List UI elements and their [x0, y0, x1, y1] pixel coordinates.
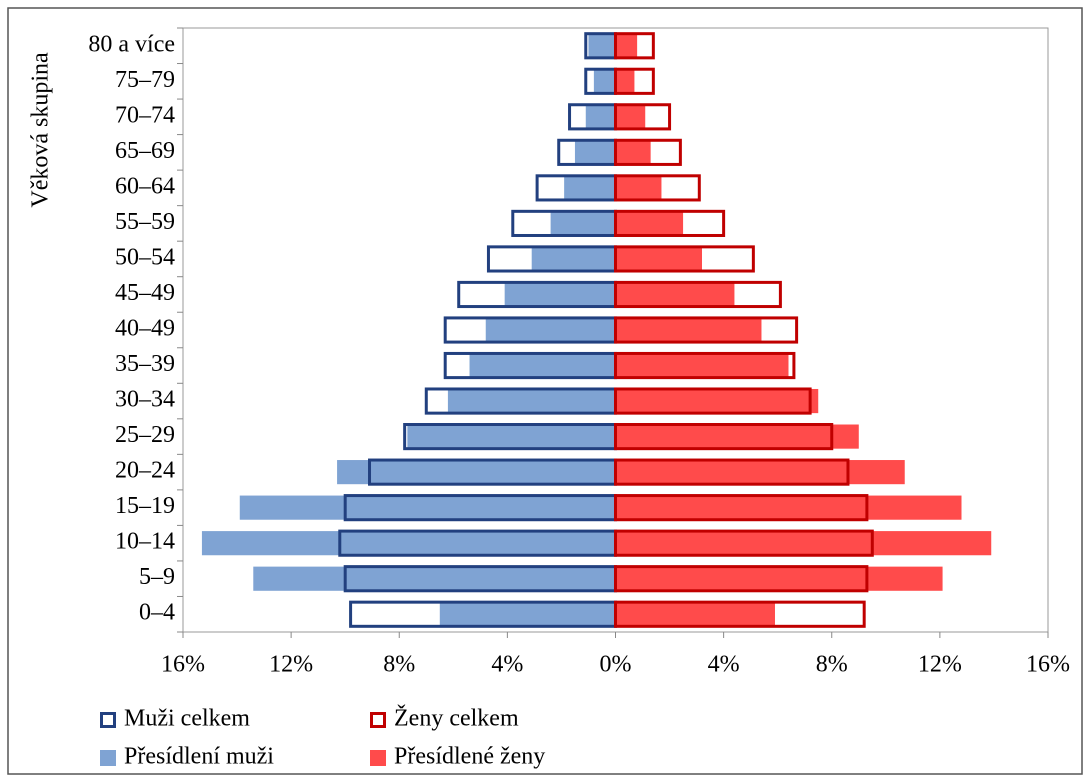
bar-outline: [614, 32, 655, 60]
x-tick-label: 0%: [600, 652, 632, 678]
bar: [615, 424, 859, 449]
y-tick-label: 75–79: [115, 67, 175, 93]
bar: [615, 495, 962, 520]
bar: [469, 353, 616, 378]
bar: [615, 317, 762, 343]
bar: [593, 69, 616, 94]
legend-swatch: [100, 712, 116, 728]
bar-outline: [614, 529, 874, 557]
bar-outline: [614, 174, 701, 202]
bar: [550, 211, 616, 236]
bar: [615, 566, 943, 591]
bar: [615, 211, 684, 236]
legend-swatch: [370, 712, 386, 728]
bar-outline: [614, 316, 799, 344]
bar-outline: [614, 494, 869, 522]
x-tick-label: 12%: [269, 652, 313, 678]
y-tick-label: 60–64: [115, 173, 175, 199]
y-tick-label: 15–19: [115, 493, 175, 519]
bar-outline: [614, 209, 726, 237]
y-tick-label: 10–14: [115, 529, 175, 555]
bar: [407, 424, 616, 449]
y-tick-label: 25–29: [115, 422, 175, 448]
x-tick-label: 16%: [161, 652, 205, 678]
bar: [615, 602, 775, 627]
bar: [615, 140, 651, 165]
x-tick-label: 16%: [1026, 652, 1070, 678]
x-tick-label: 8%: [383, 652, 415, 678]
y-tick-label: 70–74: [115, 102, 175, 128]
bar: [615, 531, 992, 556]
legend-swatch: [100, 750, 116, 766]
legend-label: Ženy celkem: [394, 706, 519, 732]
y-tick-label: 0–4: [139, 600, 175, 626]
bar: [615, 246, 702, 272]
bar: [447, 388, 616, 414]
bar: [239, 495, 616, 520]
bar: [585, 104, 616, 129]
bar: [615, 69, 635, 94]
bar-outline: [614, 103, 672, 131]
bar-outline: [614, 387, 812, 415]
bar-outline: [614, 280, 782, 309]
bar: [531, 246, 616, 272]
y-tick-label: 65–69: [115, 138, 175, 164]
bar: [615, 104, 646, 129]
legend-swatch: [370, 750, 386, 766]
bar-outline: [614, 600, 866, 628]
bar: [485, 317, 616, 343]
bar-outline: [614, 351, 796, 380]
y-tick-label: 45–49: [115, 280, 175, 306]
bar-outline: [614, 67, 655, 95]
bar: [564, 175, 616, 200]
y-tick-label: 20–24: [115, 458, 175, 484]
legend-label: Muži celkem: [124, 706, 250, 732]
bar-outline: [614, 245, 755, 273]
y-tick-label: 80 a více: [88, 31, 175, 57]
bar: [615, 460, 905, 485]
legend-label: Přesídlené ženy: [394, 744, 545, 770]
bar: [439, 602, 616, 627]
bar-outline: [614, 138, 682, 166]
bar: [574, 140, 616, 165]
y-axis-label: Věková skupina: [28, 52, 54, 208]
y-tick-label: 40–49: [115, 316, 175, 342]
bar: [588, 33, 616, 58]
x-tick-label: 4%: [491, 652, 523, 678]
legend-label: Přesídlení muži: [124, 744, 274, 770]
bar-outline: [614, 565, 869, 593]
x-tick-label: 8%: [816, 652, 848, 678]
y-tick-label: 55–59: [115, 209, 175, 235]
bar-outline: [614, 458, 850, 486]
bar: [337, 460, 616, 485]
bar: [615, 175, 662, 200]
bar: [615, 353, 789, 378]
bar-outline: [614, 423, 834, 451]
bar: [615, 33, 638, 58]
y-tick-label: 5–9: [139, 564, 175, 590]
bar: [615, 388, 819, 414]
bar: [504, 282, 616, 307]
x-tick-label: 12%: [918, 652, 962, 678]
y-tick-label: 30–34: [115, 387, 175, 413]
y-tick-label: 50–54: [115, 244, 175, 270]
bar: [253, 566, 616, 591]
y-tick-label: 35–39: [115, 351, 175, 377]
bar: [615, 282, 735, 307]
x-tick-label: 4%: [708, 652, 740, 678]
bar: [201, 531, 616, 556]
